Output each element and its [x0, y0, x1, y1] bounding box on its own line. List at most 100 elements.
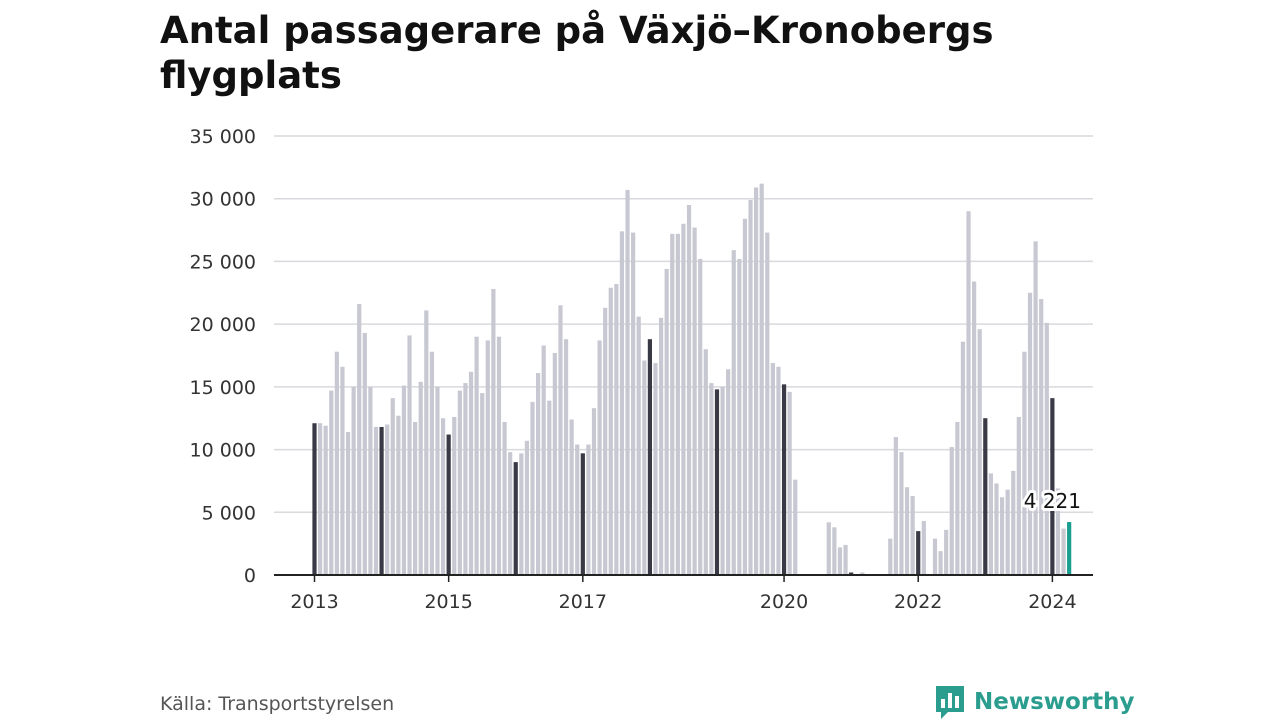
bar — [530, 401, 535, 575]
bar — [726, 369, 731, 575]
bar — [424, 310, 429, 575]
bar-chart-speech-bubble-icon — [936, 686, 964, 719]
bar — [983, 418, 988, 575]
bar — [457, 390, 462, 575]
bar — [401, 385, 407, 575]
bar — [888, 538, 893, 575]
bar — [1067, 522, 1072, 575]
y-tick-label: 20 000 — [190, 314, 256, 336]
bar — [759, 183, 764, 575]
bar — [1039, 299, 1044, 575]
bar — [642, 360, 647, 575]
bar — [508, 452, 513, 575]
bar — [575, 444, 580, 575]
bar — [558, 305, 563, 575]
bar — [916, 531, 921, 575]
bar — [496, 336, 502, 575]
bar — [541, 345, 546, 575]
bar — [586, 444, 591, 575]
bar — [703, 349, 708, 575]
bar — [597, 340, 602, 575]
bar — [1016, 416, 1021, 575]
brand-logo: Newsworthy — [934, 684, 1135, 720]
latest-value-label: 4 221 — [1024, 489, 1081, 513]
x-axis-tick-labels: 2013 2015 2017 2020 2022 2024 — [290, 591, 1076, 613]
bar — [860, 572, 865, 575]
bar — [379, 426, 384, 575]
bar — [720, 386, 725, 575]
bar — [960, 341, 966, 575]
bar — [446, 434, 451, 575]
bar — [608, 287, 613, 575]
bar — [977, 329, 982, 575]
bar — [474, 336, 479, 575]
bar — [737, 258, 742, 575]
bar — [351, 386, 356, 575]
bar — [563, 339, 569, 575]
bar — [826, 522, 831, 575]
x-tick-label: 2020 — [760, 591, 808, 613]
bar — [1011, 470, 1016, 575]
bar — [524, 440, 530, 575]
bar — [357, 304, 362, 575]
bar — [765, 232, 770, 575]
bar — [502, 421, 507, 575]
bar — [932, 538, 938, 575]
bar — [938, 551, 943, 575]
bar — [999, 497, 1005, 575]
bar — [1022, 351, 1027, 575]
bar — [435, 386, 440, 575]
bar — [944, 529, 949, 575]
bar — [485, 340, 490, 575]
source-note: Källa: Transportstyrelsen — [160, 693, 395, 715]
bar — [670, 233, 675, 575]
x-tick-label: 2013 — [290, 591, 338, 613]
bar — [748, 199, 753, 575]
bars — [312, 183, 1072, 576]
bar — [686, 204, 692, 576]
bar — [647, 339, 652, 575]
bar — [653, 363, 658, 575]
brand-name: Newsworthy — [974, 689, 1135, 715]
bar — [413, 421, 418, 575]
bar — [709, 383, 714, 575]
bar — [536, 373, 541, 575]
bar — [731, 250, 736, 575]
bar — [776, 366, 781, 575]
y-tick-label: 30 000 — [190, 189, 256, 211]
y-tick-label: 5 000 — [202, 502, 256, 524]
bar — [519, 453, 524, 575]
bar — [787, 391, 792, 575]
bar — [513, 462, 518, 575]
bar — [910, 495, 915, 575]
bar — [619, 231, 625, 575]
bar — [658, 317, 664, 575]
bar — [1061, 528, 1066, 575]
bar — [837, 547, 843, 575]
bar — [1027, 292, 1033, 575]
bar — [569, 419, 574, 575]
x-tick-label: 2017 — [559, 591, 607, 613]
bar — [368, 386, 373, 575]
bar — [849, 572, 854, 575]
y-tick-label: 25 000 — [190, 251, 256, 273]
bar — [468, 371, 474, 575]
bar — [334, 351, 339, 575]
bar — [1033, 241, 1038, 576]
bar — [340, 366, 345, 575]
bar — [452, 416, 457, 575]
bar — [440, 418, 446, 575]
bar — [781, 384, 787, 575]
chart-svg: 0 5 000 10 000 15 000 20 000 25 000 30 000 35 0… — [190, 126, 1093, 613]
bar — [1050, 398, 1055, 575]
bar — [664, 268, 669, 575]
bar — [949, 447, 954, 575]
bar — [893, 437, 898, 575]
bar — [547, 400, 552, 575]
bar — [1005, 489, 1010, 575]
bar — [614, 284, 619, 575]
x-tick-label: 2024 — [1028, 591, 1076, 613]
bar — [631, 232, 636, 575]
bar — [714, 389, 720, 575]
bar — [681, 223, 686, 576]
